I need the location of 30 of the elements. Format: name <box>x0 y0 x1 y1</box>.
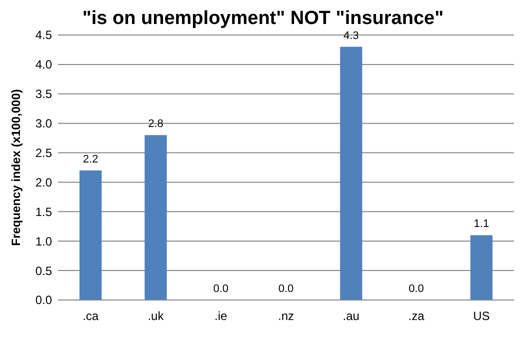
data-label: 0.0 <box>213 283 229 295</box>
y-tick-label: 1.5 <box>35 204 52 219</box>
y-tick-label: 1.0 <box>35 234 52 248</box>
bar <box>340 46 362 300</box>
data-label: 0.0 <box>408 283 424 295</box>
y-tick-label: 0.0 <box>35 293 52 308</box>
data-label: 0.0 <box>278 283 294 295</box>
data-label: 4.3 <box>343 30 359 42</box>
data-label: 2.2 <box>82 153 98 166</box>
y-tick-label: 2.5 <box>35 146 52 160</box>
data-label: 2.8 <box>148 118 164 130</box>
y-tick-label: 4.0 <box>35 58 52 72</box>
bar <box>144 135 167 300</box>
x-tick-label: .ie <box>214 309 228 323</box>
x-tick-label: .za <box>408 309 425 323</box>
y-tick-label: 3.5 <box>35 87 52 102</box>
bar <box>470 235 493 300</box>
y-tick-label: 0.5 <box>35 264 52 278</box>
x-tick-label: .nz <box>278 309 294 323</box>
data-label: 1.1 <box>474 218 490 230</box>
chart-title: "is on unemployment" NOT "insurance" <box>82 8 444 29</box>
x-tick-label: .uk <box>148 309 165 323</box>
bar <box>79 170 102 300</box>
x-tick-label: .ca <box>82 309 99 323</box>
y-axis-title: Frequency index (x100,000) <box>9 89 23 246</box>
x-tick-label: .au <box>342 309 360 323</box>
y-tick-label: 3.0 <box>35 116 52 131</box>
y-tick-label: 4.5 <box>35 28 52 42</box>
x-tick-label: US <box>473 309 490 323</box>
y-tick-label: 2.0 <box>35 175 52 190</box>
